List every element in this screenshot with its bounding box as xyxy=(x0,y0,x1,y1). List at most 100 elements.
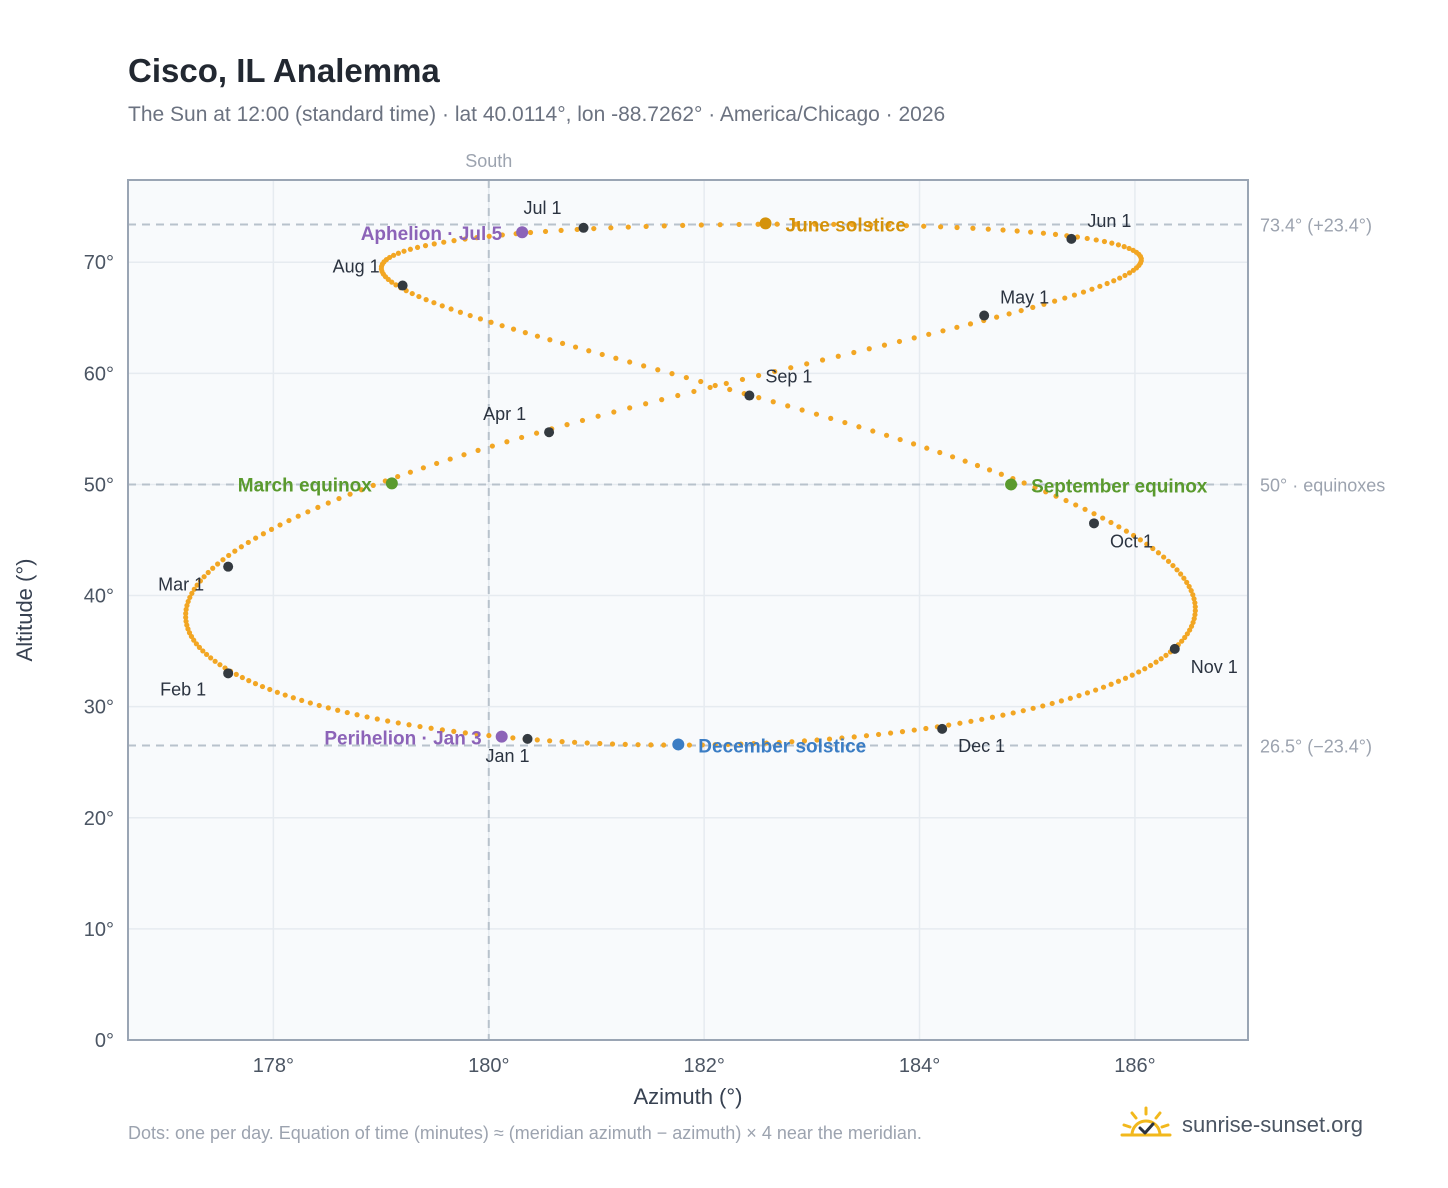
daily-sun-dot xyxy=(1153,659,1159,665)
daily-sun-dot xyxy=(683,374,689,381)
daily-sun-dot xyxy=(1030,304,1036,310)
daily-sun-dot xyxy=(457,309,463,315)
daily-sun-dot xyxy=(938,224,944,230)
event-marker xyxy=(1005,478,1018,491)
daily-sun-dot xyxy=(1147,662,1154,669)
daily-sun-dot xyxy=(417,723,423,730)
reference-label: 26.5° (−23.4°) xyxy=(1260,737,1372,757)
daily-sun-dot xyxy=(680,222,686,229)
daily-sun-dot xyxy=(856,424,862,430)
daily-sun-dot xyxy=(625,224,631,230)
daily-sun-dot xyxy=(738,741,744,747)
daily-sun-dot xyxy=(622,741,628,747)
daily-sun-dot xyxy=(245,539,251,546)
daily-sun-dot xyxy=(183,614,189,621)
daily-sun-dot xyxy=(611,409,617,415)
daily-sun-dot xyxy=(967,321,974,327)
month-label: Feb 1 xyxy=(160,679,206,699)
daily-sun-dot xyxy=(839,735,845,741)
daily-sun-dot xyxy=(989,714,996,720)
daily-sun-dot xyxy=(220,557,226,563)
daily-sun-dot xyxy=(801,738,808,744)
daily-sun-dot xyxy=(574,226,580,233)
daily-sun-dot xyxy=(968,718,974,724)
daily-sun-dot xyxy=(788,365,794,371)
daily-sun-dot xyxy=(727,386,733,393)
daily-sun-dot xyxy=(851,349,857,356)
brand[interactable]: sunrise-sunset.org xyxy=(1120,1100,1363,1150)
daily-sun-dot xyxy=(406,722,412,728)
daily-sun-dot xyxy=(985,226,991,232)
month-label: Dec 1 xyxy=(958,736,1005,756)
y-tick-label: 50° xyxy=(84,474,114,496)
daily-sun-dot xyxy=(661,742,667,748)
daily-sun-dot xyxy=(200,648,206,654)
event-marker xyxy=(516,226,529,239)
daily-sun-dot xyxy=(949,454,956,460)
x-tick-label: 180° xyxy=(468,1055,509,1077)
daily-sun-dot xyxy=(238,544,244,550)
daily-sun-dot xyxy=(522,330,528,336)
month-markers: Jan 1 Feb 1 Mar 1 Apr 1 May 1 Jun 1 Jul 1 Aug 1… xyxy=(158,198,1238,766)
daily-sun-dot xyxy=(751,740,757,747)
daily-sun-dot xyxy=(911,335,917,341)
daily-sun-dot xyxy=(533,430,540,436)
daily-sun-dot xyxy=(707,384,713,391)
analemma-path xyxy=(183,221,1198,748)
daily-sun-dot xyxy=(559,739,565,745)
daily-sun-dot xyxy=(1116,524,1122,530)
daily-sun-dot xyxy=(910,441,917,447)
daily-sun-dot xyxy=(954,324,960,330)
daily-sun-dot xyxy=(776,739,782,746)
daily-sun-dot xyxy=(828,415,834,421)
month-label: Oct 1 xyxy=(1110,531,1153,551)
daily-sun-dot xyxy=(1093,687,1099,693)
daily-sun-dot xyxy=(954,224,960,231)
daily-sun-dot xyxy=(295,513,301,519)
daily-sun-dot xyxy=(467,312,473,319)
daily-sun-dot xyxy=(831,221,837,227)
daily-sun-dot xyxy=(193,641,199,647)
daily-sun-dot xyxy=(609,741,616,747)
daily-sun-dot xyxy=(1100,684,1107,690)
daily-sun-dot xyxy=(370,482,376,488)
daily-sun-dot xyxy=(1170,562,1176,569)
daily-sun-dot xyxy=(441,239,447,245)
month-label: Jul 1 xyxy=(524,198,562,218)
daily-sun-dot xyxy=(1089,286,1095,292)
daily-sun-dot xyxy=(510,326,517,332)
daily-sun-dot xyxy=(1101,238,1108,245)
daily-sun-dot xyxy=(756,372,762,379)
daily-sun-dot xyxy=(886,222,892,228)
daily-sun-dot xyxy=(1187,627,1193,633)
month-marker xyxy=(937,723,948,734)
daily-sun-dot xyxy=(712,742,718,748)
daily-sun-dot xyxy=(1126,245,1132,252)
x-tick-label: 184° xyxy=(899,1055,940,1077)
daily-sun-dot xyxy=(725,741,731,748)
daily-sun-dot xyxy=(863,733,870,739)
daily-sun-dot xyxy=(1080,289,1087,295)
plot-border xyxy=(127,179,1249,1041)
daily-sun-dot xyxy=(439,727,445,733)
daily-sun-dot xyxy=(1191,596,1197,602)
event-marker xyxy=(759,217,772,230)
daily-sun-dot xyxy=(290,695,296,701)
daily-sun-dot xyxy=(842,419,848,426)
daily-sun-dot xyxy=(277,522,283,528)
daily-sun-dot xyxy=(1108,681,1114,687)
sun-check-icon xyxy=(1120,1106,1172,1137)
daily-sun-dot xyxy=(1181,575,1187,581)
daily-sun-dot xyxy=(1111,278,1117,284)
daily-sun-dot xyxy=(259,683,266,690)
month-marker xyxy=(544,427,555,438)
daily-sun-dot xyxy=(627,405,633,411)
daily-sun-dot xyxy=(643,223,649,230)
month-label: Mar 1 xyxy=(158,575,204,595)
daily-sun-dot xyxy=(358,487,365,493)
daily-sun-dot xyxy=(344,709,350,716)
meridian-label: South xyxy=(465,151,512,171)
month-marker xyxy=(979,310,990,321)
y-tick-label: 60° xyxy=(84,363,114,385)
daily-sun-dot xyxy=(191,586,197,592)
